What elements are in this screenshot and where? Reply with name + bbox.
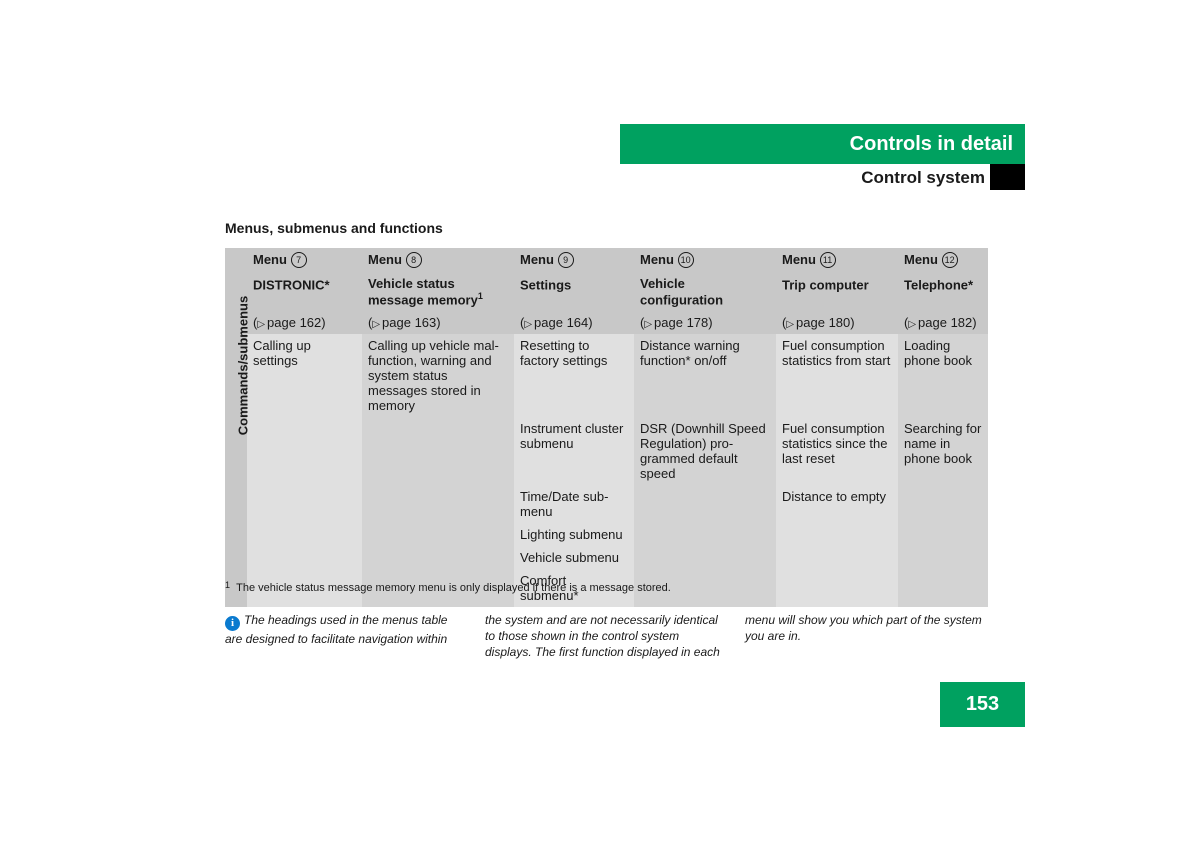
cell (634, 546, 776, 569)
cell (362, 417, 514, 485)
menu-number-icon: 7 (291, 252, 307, 268)
table-row: Time/Date sub­menu Distance to empty (225, 485, 988, 523)
cell: Lighting submenu (514, 523, 634, 546)
page-ref: (page 182) (898, 311, 988, 334)
menus-table: Commands/submenus Menu 7 Menu 8 Menu 9 M… (225, 248, 985, 607)
page-number: 153 (940, 682, 1025, 727)
table-row: Vehicle submenu (225, 546, 988, 569)
col-header: Menu 8 (362, 248, 514, 272)
col-title: Vehicle configuration (634, 272, 776, 311)
col-title: Trip computer (776, 272, 898, 311)
cell (776, 546, 898, 569)
menu-number-icon: 10 (678, 252, 694, 268)
col-header: Menu 7 (247, 248, 362, 272)
cell (362, 485, 514, 523)
col-title: Vehicle status message memory1 (362, 272, 514, 311)
cell (898, 546, 988, 569)
chapter-title: Controls in detail (850, 133, 1013, 156)
cell (362, 523, 514, 546)
col-header: Menu 11 (776, 248, 898, 272)
cell (247, 546, 362, 569)
row-label-cell: Commands/submenus (225, 248, 247, 607)
page-ref: (page 164) (514, 311, 634, 334)
cell (634, 485, 776, 523)
cell (362, 546, 514, 569)
page-ref: (page 178) (634, 311, 776, 334)
info-icon: i (225, 616, 240, 631)
table-row-menu-titles: DISTRONIC* Vehicle status message memory… (225, 272, 988, 311)
table-caption: Menus, submenus and functions (225, 220, 443, 236)
col-title: Telephone* (898, 272, 988, 311)
table-row: Lighting submenu (225, 523, 988, 546)
cell: Calling up settings (247, 334, 362, 417)
cell (634, 523, 776, 546)
col-header: Menu 9 (514, 248, 634, 272)
cell (247, 523, 362, 546)
info-note: iThe headings used in the menus table ar… (225, 612, 985, 661)
cell (247, 417, 362, 485)
chapter-header: Controls in detail (620, 124, 1025, 164)
menu-number-icon: 12 (942, 252, 958, 268)
menu-number-icon: 11 (820, 252, 836, 268)
cell: Calling up vehicle mal­function, warning… (362, 334, 514, 417)
page-ref: (page 163) (362, 311, 514, 334)
cell: Searching for name in phone book (898, 417, 988, 485)
section-header: Control system (620, 168, 985, 188)
cell (898, 485, 988, 523)
footnote-marker: 1 (225, 580, 230, 590)
row-label: Commands/submenus (236, 286, 251, 446)
cell: Fuel consumption statistics from start (776, 334, 898, 417)
cell: Distance to empty (776, 485, 898, 523)
table-row-page-refs: (page 162) (page 163) (page 164) (page 1… (225, 311, 988, 334)
cell: Time/Date sub­menu (514, 485, 634, 523)
cell: Vehicle submenu (514, 546, 634, 569)
page-ref: (page 180) (776, 311, 898, 334)
footnote-text: The vehicle status message memory menu i… (236, 582, 671, 594)
cell: DSR (Downhill Speed Regulation) pro­gram… (634, 417, 776, 485)
menu-number-icon: 8 (406, 252, 422, 268)
col-title: DISTRONIC* (247, 272, 362, 311)
cell: Instrument cluster submenu (514, 417, 634, 485)
cell: Resetting to factory settings (514, 334, 634, 417)
thumb-tab (990, 164, 1025, 190)
cell (898, 523, 988, 546)
col-header: Menu 12 (898, 248, 988, 272)
section-subtitle: Control system (861, 168, 985, 187)
table-row-menu-numbers: Commands/submenus Menu 7 Menu 8 Menu 9 M… (225, 248, 988, 272)
table-row: Calling up settings Calling up vehicle m… (225, 334, 988, 417)
info-note-text: The headings used in the menus table are… (225, 613, 982, 659)
col-header: Menu 10 (634, 248, 776, 272)
col-title: Settings (514, 272, 634, 311)
page-ref: (page 162) (247, 311, 362, 334)
footnote: 1 The vehicle status message memory menu… (225, 580, 985, 594)
cell (247, 485, 362, 523)
menu-number-icon: 9 (558, 252, 574, 268)
cell (776, 523, 898, 546)
cell: Loading phone book (898, 334, 988, 417)
cell: Distance warning function* on/off (634, 334, 776, 417)
table-row: Instrument cluster submenu DSR (Downhill… (225, 417, 988, 485)
cell: Fuel consumption statistics since the la… (776, 417, 898, 485)
